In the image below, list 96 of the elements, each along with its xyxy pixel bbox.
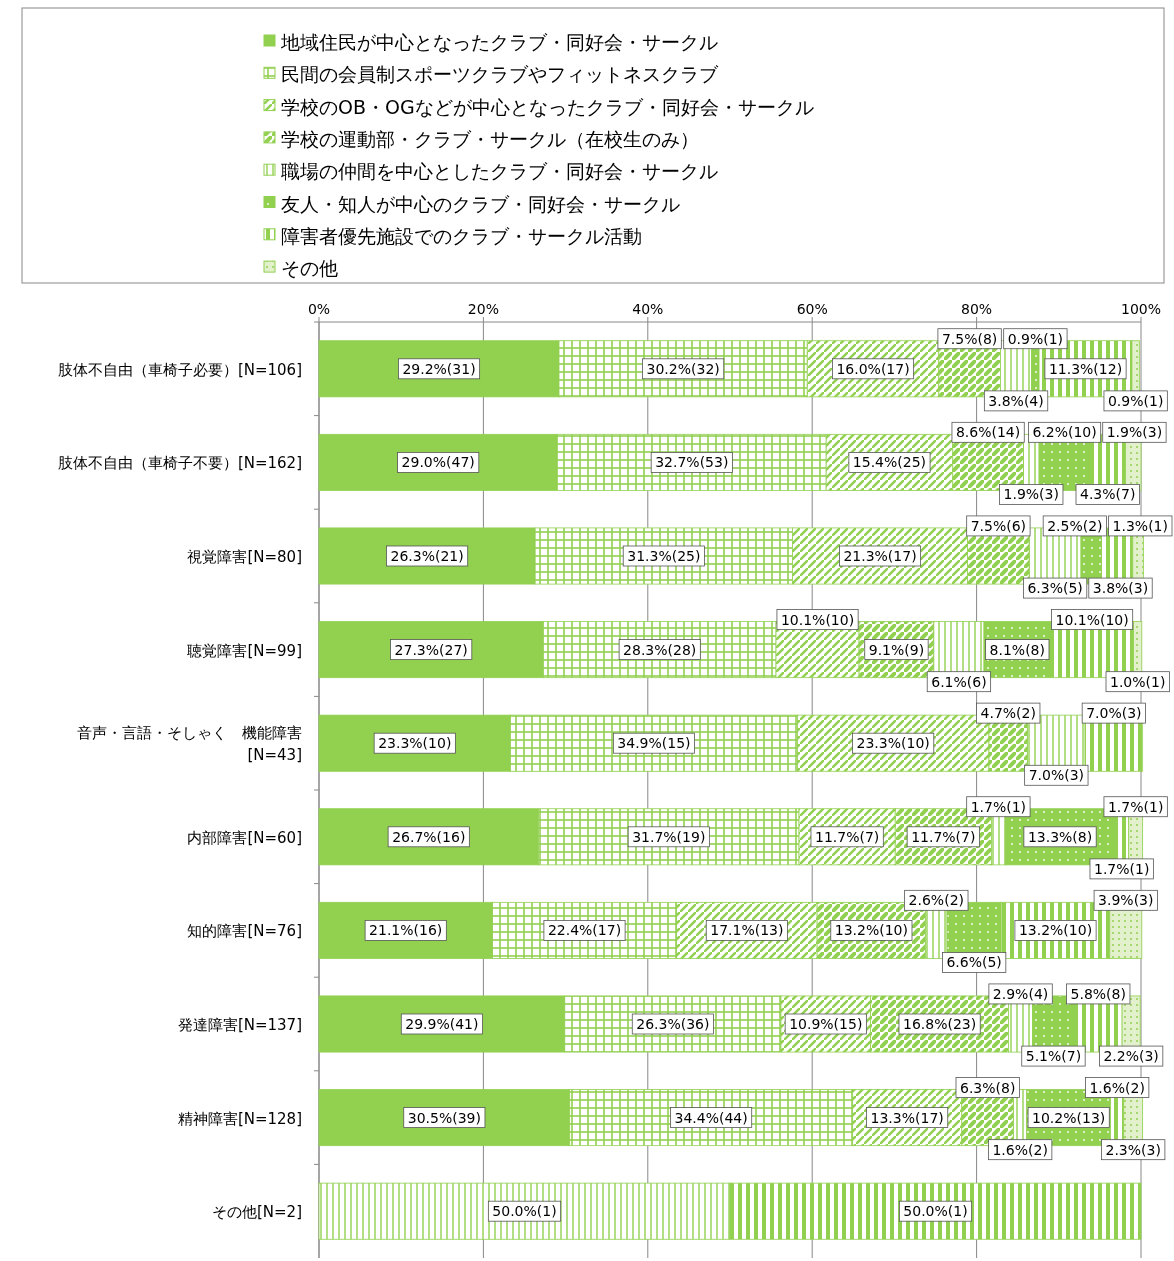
- data-label: 6.3%(5): [1027, 580, 1083, 597]
- data-label: 4.3%(7): [1080, 486, 1136, 503]
- data-label: 10.1%(10): [1055, 611, 1129, 628]
- legend-label: 職場の仲間を中心としたクラブ・同好会・サークル: [281, 160, 718, 183]
- data-label: 50.0%(1): [903, 1203, 968, 1220]
- data-label: 10.2%(13): [1032, 1109, 1106, 1126]
- data-label: 3.9%(3): [1098, 892, 1154, 909]
- data-label: 26.3%(36): [636, 1016, 710, 1032]
- y-tick-label: その他[N=2]: [211, 1203, 302, 1222]
- data-label: 7.5%(8): [941, 330, 998, 347]
- data-label: 11.7%(7): [911, 828, 976, 845]
- data-label: 29.2%(31): [402, 360, 476, 377]
- data-label: 2.3%(3): [1105, 1141, 1161, 1158]
- data-label: 2.2%(3): [1103, 1048, 1159, 1065]
- data-label: 30.2%(32): [646, 360, 720, 377]
- data-label: 32.7%(53): [655, 454, 729, 471]
- data-label: 1.6%(2): [1089, 1079, 1145, 1096]
- y-tick-label: 発達障害[N=137]: [177, 1016, 302, 1034]
- data-label: 6.3%(8): [959, 1079, 1016, 1096]
- x-tick-label: 60%: [796, 301, 828, 317]
- data-label: 8.6%(14): [955, 424, 1021, 441]
- data-label: 15.4%(25): [852, 454, 927, 471]
- data-label: 6.6%(5): [946, 954, 1002, 971]
- data-label: 1.3%(1): [1112, 517, 1168, 534]
- data-label: 1.9%(3): [1003, 486, 1059, 503]
- data-label: 30.5%(39): [407, 1109, 481, 1126]
- data-label: 5.8%(8): [1070, 985, 1126, 1002]
- y-tick-label: 肢体不自由（車椅子不要）[N=162]: [57, 454, 302, 473]
- y-tick-label: 肢体不自由（車椅子必要）[N=106]: [57, 360, 302, 379]
- data-label: 34.9%(15): [617, 735, 691, 752]
- data-label: 13.3%(8): [1027, 828, 1093, 845]
- data-label: 7.0%(3): [1086, 705, 1142, 722]
- data-label: 6.1%(6): [931, 673, 987, 690]
- y-tick-label: 音声・言語・そしゃく 機能障害 [N=43]: [77, 724, 302, 765]
- data-label: 3.8%(3): [1092, 580, 1149, 597]
- data-label: 2.6%(2): [908, 892, 965, 909]
- data-label: 9.1%(9): [868, 641, 925, 658]
- y-tick-label: 聴覚障害[N=99]: [187, 641, 302, 660]
- data-label: 26.7%(16): [392, 828, 466, 845]
- data-label: 6.2%(10): [1032, 424, 1097, 441]
- data-label: 1.6%(2): [992, 1141, 1048, 1158]
- y-tick-label: 精神障害[N=128]: [177, 1109, 302, 1128]
- data-label: 22.4%(17): [547, 922, 622, 939]
- data-label: 1.9%(3): [1106, 424, 1163, 441]
- data-label: 4.7%(2): [980, 705, 1036, 722]
- legend-label: 障害者優先施設でのクラブ・サークル活動: [281, 224, 642, 247]
- data-label: 34.4%(44): [674, 1109, 748, 1126]
- data-label: 7.5%(6): [970, 517, 1027, 534]
- x-tick-label: 20%: [467, 301, 499, 317]
- data-label: 26.3%(21): [390, 548, 464, 564]
- data-label: 3.8%(4): [988, 392, 1044, 409]
- x-tick-label: 100%: [1120, 301, 1162, 317]
- data-label: 27.3%(27): [394, 641, 468, 658]
- data-label: 23.3%(10): [856, 735, 930, 752]
- data-label: 16.0%(17): [836, 360, 910, 377]
- data-label: 2.5%(2): [1047, 517, 1103, 534]
- data-label: 0.9%(1): [1007, 330, 1064, 347]
- data-label: 31.3%(25): [627, 548, 701, 564]
- data-label: 13.3%(17): [870, 1109, 944, 1126]
- x-tick-label: 0%: [307, 301, 331, 317]
- data-label: 10.9%(15): [789, 1016, 863, 1032]
- data-label: 1.7%(1): [1093, 860, 1150, 877]
- data-label: 11.3%(12): [1048, 360, 1123, 377]
- y-tick-label: 内部障害[N=60]: [187, 828, 302, 847]
- data-label: 17.1%(13): [710, 922, 784, 939]
- x-tick-label: 40%: [632, 301, 664, 317]
- data-label: 0.9%(1): [1107, 392, 1164, 409]
- data-label: 13.2%(10): [1018, 922, 1093, 939]
- data-label: 10.1%(10): [780, 611, 855, 628]
- data-label: 8.1%(8): [989, 641, 1045, 658]
- data-label: 1.0%(1): [1110, 673, 1166, 690]
- x-tick-label: 80%: [961, 301, 993, 317]
- data-label: 29.9%(41): [405, 1016, 479, 1032]
- y-tick-label: 知的障害[N=76]: [187, 922, 302, 941]
- data-label: 31.7%(19): [632, 828, 706, 845]
- data-label: 16.8%(23): [903, 1016, 977, 1032]
- legend-label: 友人・知人が中心のクラブ・同好会・サークル: [281, 192, 680, 215]
- legend-label: 学校のOB・OGなどが中心となったクラブ・同好会・サークル: [281, 95, 814, 118]
- data-label: 7.0%(3): [1028, 767, 1085, 784]
- legend-label: 学校の運動部・クラブ・サークル（在校生のみ）: [281, 127, 699, 150]
- data-label: 21.1%(16): [369, 922, 443, 939]
- data-label: 13.2%(10): [834, 922, 908, 939]
- data-label: 1.7%(1): [970, 798, 1027, 815]
- data-label: 28.3%(28): [623, 641, 697, 658]
- data-label: 23.3%(10): [378, 735, 452, 752]
- y-tick-label: 視覚障害[N=80]: [187, 548, 302, 566]
- legend-label: その他: [281, 257, 338, 280]
- data-label: 29.0%(47): [401, 454, 475, 471]
- data-label: 1.7%(1): [1107, 798, 1164, 815]
- legend-label: 地域住民が中心となったクラブ・同好会・サークル: [280, 31, 718, 53]
- legend-label: 民間の会員制スポーツクラブやフィットネスクラブ: [281, 63, 719, 86]
- data-label: 5.1%(7): [1025, 1048, 1082, 1065]
- data-label: 21.3%(17): [843, 548, 917, 564]
- data-label: 50.0%(1): [492, 1203, 557, 1220]
- data-label: 11.7%(7): [814, 828, 880, 845]
- data-label: 2.9%(4): [992, 985, 1049, 1002]
